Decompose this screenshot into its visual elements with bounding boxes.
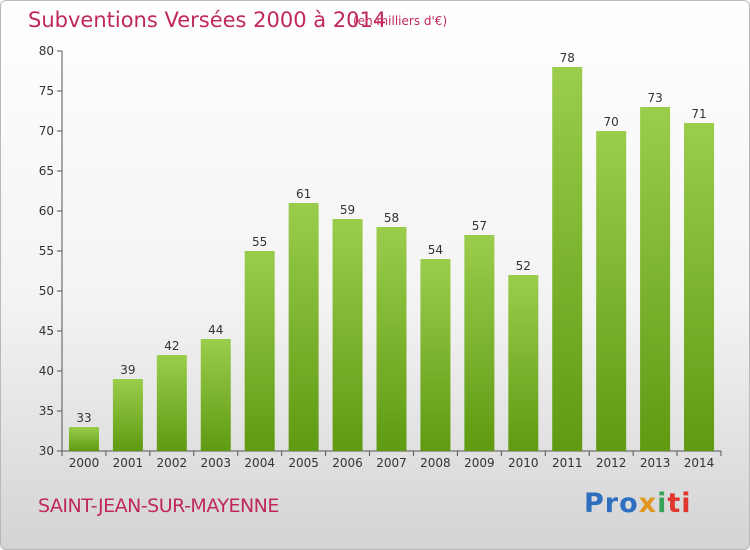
- y-tick-label: 35: [39, 404, 54, 418]
- commune-name: SAINT-JEAN-SUR-MAYENNE: [38, 495, 279, 517]
- x-tick-label: 2009: [464, 456, 495, 470]
- x-tick-label: 2002: [157, 456, 188, 470]
- y-tick-label: 55: [39, 244, 54, 258]
- bar-value-label: 73: [647, 91, 662, 105]
- x-tick-label: 2011: [552, 456, 583, 470]
- bar-2010: [508, 275, 539, 451]
- bar-2000: [68, 427, 99, 451]
- x-tick-label: 2012: [596, 456, 627, 470]
- chart-subtitle: (en milliers d'€): [353, 14, 448, 28]
- y-tick-label: 80: [39, 44, 54, 58]
- bar-2004: [244, 251, 275, 451]
- bar-value-label: 70: [604, 115, 619, 129]
- y-tick-label: 75: [39, 84, 54, 98]
- proxiti-logo[interactable]: Proxiti: [584, 488, 692, 519]
- bar-value-label: 59: [340, 203, 355, 217]
- bar-2014: [684, 123, 715, 451]
- y-tick-label: 30: [39, 444, 54, 458]
- x-tick-label: 2000: [69, 456, 100, 470]
- bar-2011: [552, 67, 583, 451]
- bar-value-label: 42: [164, 339, 179, 353]
- bar-2003: [200, 339, 231, 451]
- x-tick-label: 2014: [684, 456, 715, 470]
- bar-value-label: 58: [384, 211, 399, 225]
- bar-value-label: 57: [472, 219, 487, 233]
- y-tick-label: 70: [39, 124, 54, 138]
- y-tick-label: 45: [39, 324, 54, 338]
- x-tick-label: 2001: [113, 456, 144, 470]
- x-tick-label: 2008: [420, 456, 451, 470]
- bar-2009: [464, 235, 495, 451]
- bar-value-label: 61: [296, 187, 311, 201]
- bar-value-label: 71: [691, 107, 706, 121]
- bar-value-label: 78: [560, 51, 575, 65]
- y-tick-label: 65: [39, 164, 54, 178]
- y-tick-label: 60: [39, 204, 54, 218]
- y-tick-label: 40: [39, 364, 54, 378]
- bar-2012: [596, 131, 627, 451]
- x-tick-label: 2004: [244, 456, 275, 470]
- bar-value-label: 55: [252, 235, 267, 249]
- chart-title: Subventions Versées 2000 à 2014: [28, 8, 387, 32]
- bar-2001: [112, 379, 143, 451]
- bar-value-label: 54: [428, 243, 443, 257]
- x-tick-label: 2013: [640, 456, 671, 470]
- bar-2007: [376, 227, 407, 451]
- bar-2005: [288, 203, 319, 451]
- bar-2006: [332, 219, 363, 451]
- x-tick-label: 2010: [508, 456, 539, 470]
- bar-value-label: 44: [208, 323, 223, 337]
- x-tick-label: 2006: [332, 456, 363, 470]
- bar-2013: [640, 107, 671, 451]
- bar-2008: [420, 259, 451, 451]
- bar-2002: [156, 355, 187, 451]
- x-tick-label: 2005: [288, 456, 319, 470]
- y-tick-label: 50: [39, 284, 54, 298]
- bar-value-label: 52: [516, 259, 531, 273]
- bar-value-label: 39: [120, 363, 135, 377]
- bar-value-label: 33: [76, 411, 91, 425]
- x-tick-label: 2007: [376, 456, 407, 470]
- x-tick-label: 2003: [200, 456, 231, 470]
